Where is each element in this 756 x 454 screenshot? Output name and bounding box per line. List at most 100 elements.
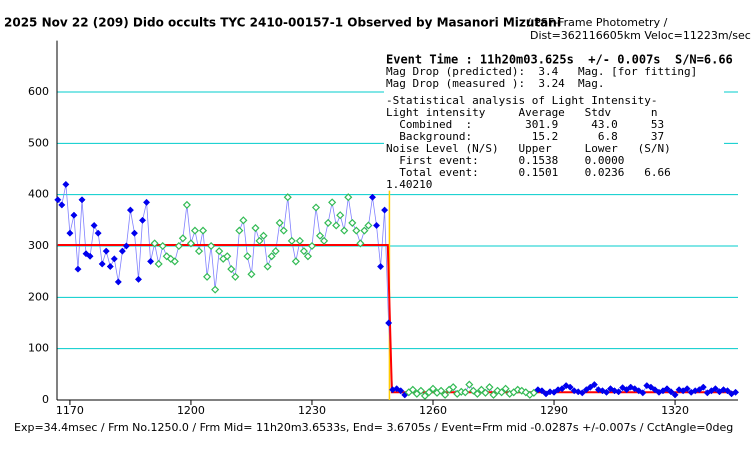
- data-point: [340, 226, 349, 235]
- y-tick-label: 600: [28, 85, 49, 98]
- data-point: [198, 226, 208, 235]
- data-point: [332, 221, 341, 230]
- x-tick-label: 1170: [56, 404, 84, 417]
- data-point: [635, 387, 643, 395]
- data-point: [360, 226, 369, 235]
- data-point: [74, 265, 82, 273]
- data-point: [58, 201, 66, 209]
- data-point: [154, 259, 163, 269]
- data-point: [158, 241, 167, 251]
- data-point: [267, 252, 276, 261]
- data-point: [441, 390, 450, 399]
- data-point: [529, 388, 538, 397]
- data-point: [291, 257, 300, 266]
- data-point: [178, 234, 187, 243]
- data-point: [207, 241, 216, 251]
- data-point: [231, 272, 240, 281]
- data-point: [82, 250, 90, 258]
- footer: Exp=34.4msec / Frm No.1250.0 / Frm Mid= …: [14, 421, 733, 434]
- annotation: Mag Drop (measured ): 3.24 Mag.: [386, 77, 605, 90]
- data-point: [283, 193, 292, 202]
- data-point: [428, 384, 438, 393]
- data-point: [424, 388, 434, 397]
- data-point: [639, 389, 647, 397]
- data-point: [437, 386, 446, 395]
- light-curve-line: [57, 184, 736, 397]
- x-tick-label: 1230: [298, 404, 326, 417]
- data-point: [54, 196, 62, 204]
- data-point: [102, 247, 110, 255]
- data-point: [336, 211, 345, 220]
- data-point: [251, 223, 260, 233]
- data-point: [162, 252, 171, 261]
- data-point: [590, 381, 598, 389]
- data-point: [295, 236, 304, 245]
- data-point: [562, 382, 570, 390]
- data-point: [489, 390, 498, 399]
- data-point: [385, 319, 393, 327]
- data-point: [78, 196, 86, 204]
- data-point: [259, 231, 268, 240]
- data-point: [602, 388, 611, 396]
- y-tick-label: 300: [28, 239, 49, 252]
- data-point: [307, 241, 317, 251]
- data-point: [328, 198, 337, 207]
- data-point: [263, 262, 272, 271]
- data-point: [408, 385, 417, 394]
- annotation: Light intensity Average Stdv n: [386, 106, 658, 119]
- data-point: [497, 388, 506, 397]
- annotation: Combined : 301.9 43.0 53: [386, 118, 664, 131]
- data-point: [647, 383, 655, 391]
- data-point: [461, 388, 470, 397]
- data-point: [416, 386, 425, 395]
- data-point: [194, 247, 204, 256]
- y-tick-label: 400: [28, 188, 49, 201]
- data-point: [578, 389, 586, 397]
- data-point: [150, 239, 159, 248]
- data-point: [449, 383, 458, 392]
- data-point: [203, 272, 212, 281]
- data-point: [130, 229, 139, 237]
- data-point: [138, 216, 147, 224]
- data-point: [255, 236, 264, 245]
- data-point: [170, 257, 179, 266]
- data-point: [90, 221, 98, 230]
- data-point: [352, 226, 361, 235]
- data-point: [227, 265, 236, 274]
- data-point: [469, 386, 478, 395]
- data-point: [315, 231, 325, 240]
- data-point: [186, 239, 195, 248]
- distance-note: Dist=362116605km Veloc=11223m/sec: [530, 29, 751, 42]
- data-point: [481, 388, 490, 397]
- data-point: [381, 206, 389, 214]
- data-point: [275, 218, 284, 227]
- annotation: -Statistical analysis of Light Intensity…: [386, 94, 658, 107]
- x-tick-label: 1260: [419, 404, 447, 417]
- data-point: [70, 211, 78, 219]
- data-point: [86, 252, 94, 260]
- annotation: First event: 0.1538 0.0000: [386, 154, 624, 167]
- data-point: [663, 385, 671, 393]
- data-point: [190, 226, 200, 235]
- data-point: [118, 247, 126, 255]
- data-point: [271, 247, 280, 256]
- y-tick-label: 200: [28, 290, 49, 303]
- annotation: Noise Level (N/S) Upper Lower (S/N): [386, 142, 671, 155]
- data-point: [287, 236, 296, 245]
- data-point: [521, 388, 530, 397]
- data-point: [606, 385, 615, 393]
- data-point: [348, 218, 357, 227]
- data-point: [243, 252, 252, 261]
- y-tick-label: 100: [28, 342, 49, 355]
- x-tick-label: 1320: [661, 404, 689, 417]
- annotation: Event Time : 11h20m03.625s +/- 0.007s S/…: [386, 53, 733, 67]
- data-point: [473, 389, 482, 398]
- data-point: [485, 383, 494, 392]
- data-point: [699, 383, 707, 391]
- data-point: [364, 221, 373, 230]
- data-point: [566, 383, 574, 391]
- data-point: [174, 241, 183, 251]
- data-point: [66, 229, 74, 237]
- data-point: [247, 270, 256, 279]
- data-point: [223, 252, 232, 261]
